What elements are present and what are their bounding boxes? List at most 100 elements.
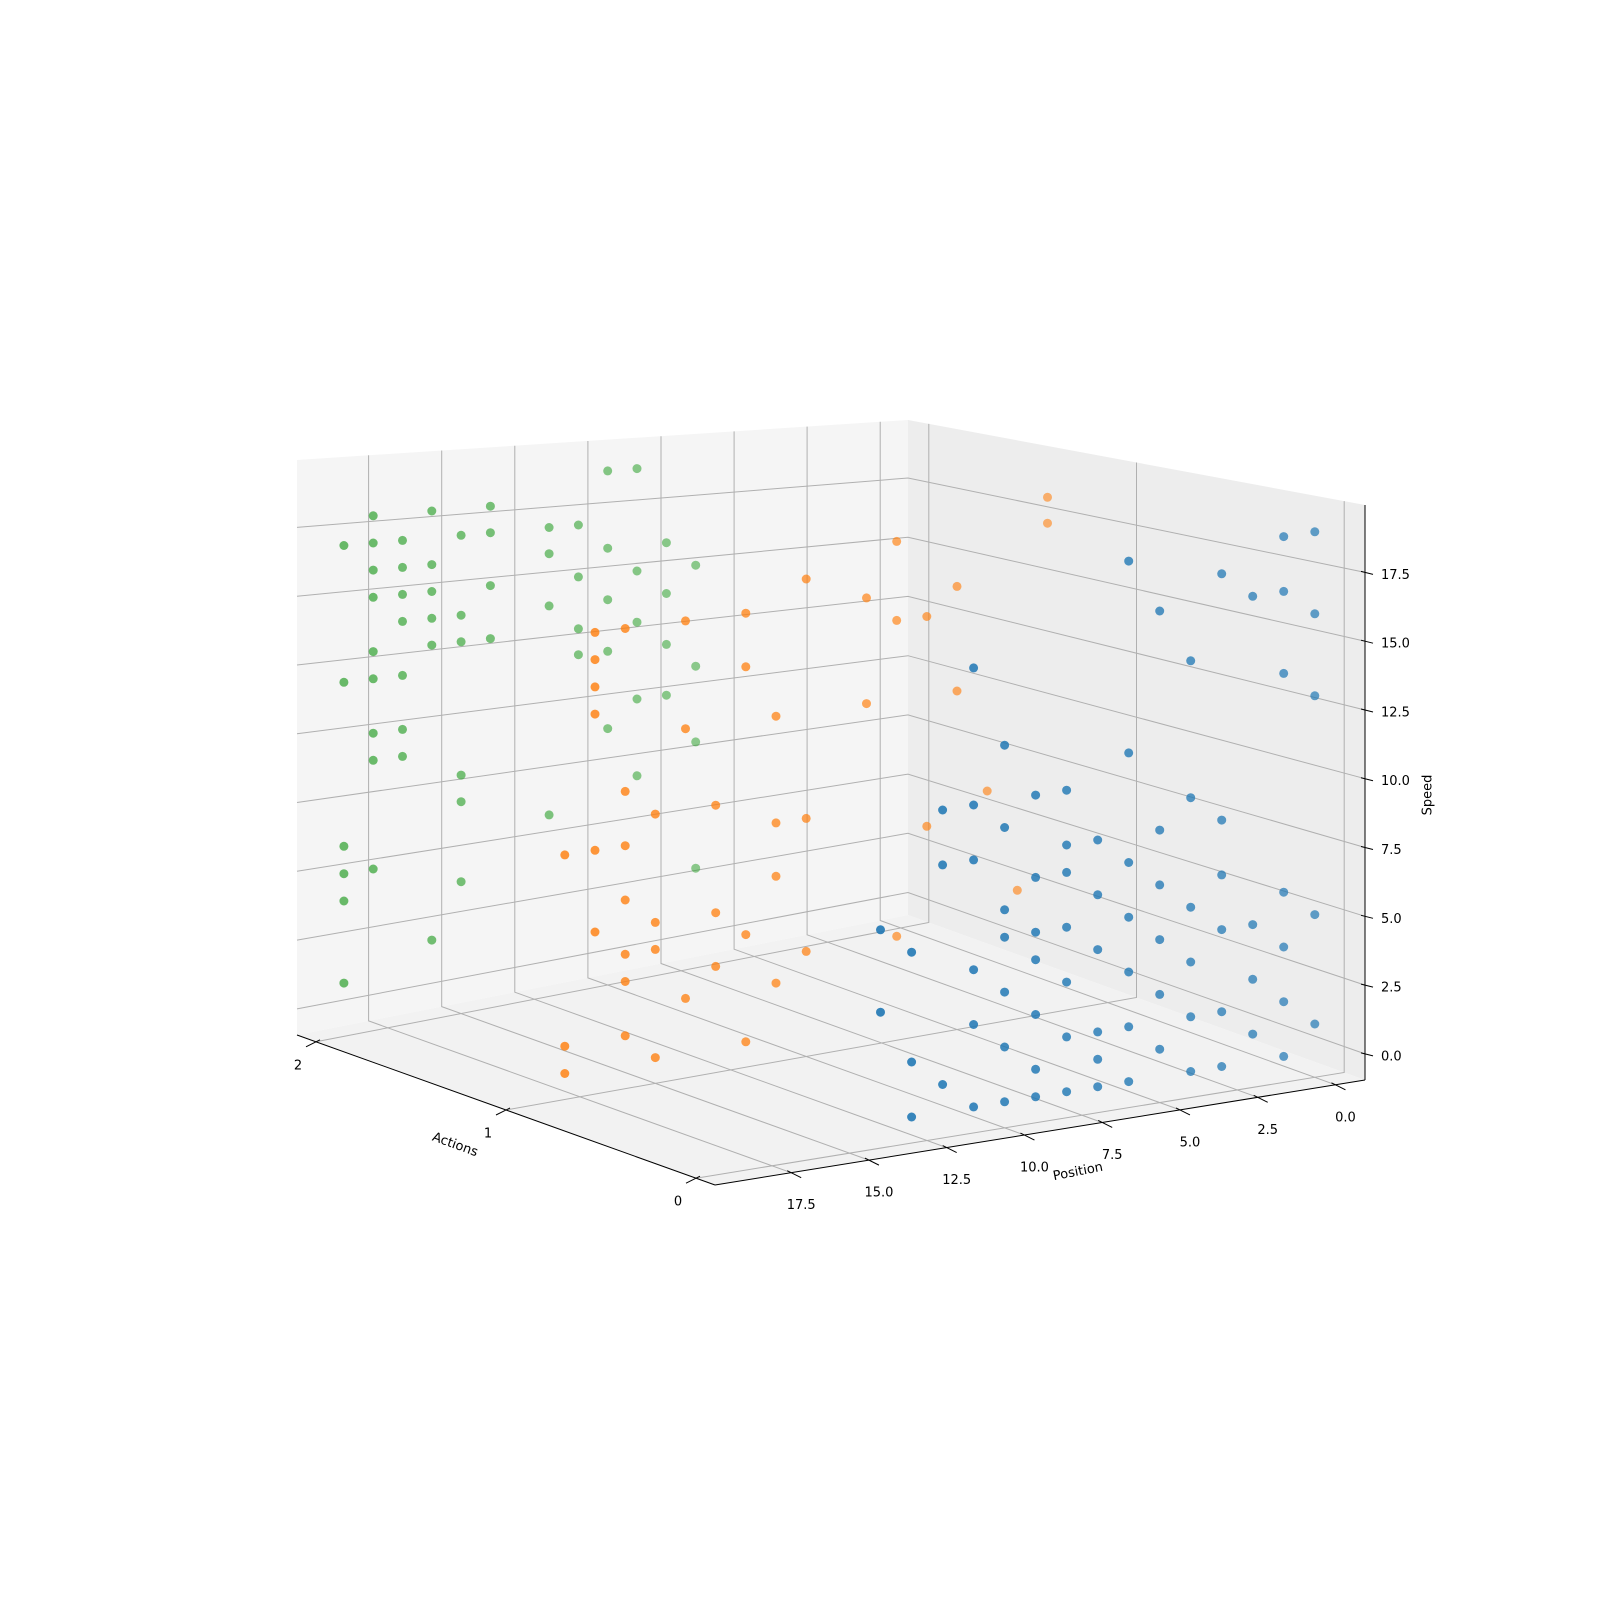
grid-line bbox=[806, 426, 1258, 1098]
point bbox=[691, 737, 701, 747]
point bbox=[952, 686, 962, 696]
point bbox=[398, 589, 407, 599]
point bbox=[876, 1007, 885, 1017]
point bbox=[907, 947, 917, 957]
grid-line bbox=[296, 595, 1366, 711]
z-tick-label: 12.5 bbox=[1381, 705, 1410, 720]
point bbox=[741, 1037, 751, 1047]
point bbox=[1279, 1051, 1289, 1061]
grid bbox=[296, 421, 1366, 1179]
point bbox=[398, 724, 407, 734]
point bbox=[1124, 748, 1134, 758]
point bbox=[485, 634, 495, 644]
point bbox=[1217, 1062, 1227, 1071]
point bbox=[1124, 858, 1134, 867]
point bbox=[590, 709, 600, 719]
point bbox=[1124, 912, 1134, 922]
z-tick-label: 10.0 bbox=[1381, 774, 1410, 789]
point bbox=[368, 728, 378, 738]
point bbox=[1248, 1029, 1258, 1039]
point bbox=[1186, 1012, 1196, 1022]
grid-line bbox=[368, 455, 792, 1174]
point bbox=[1093, 890, 1103, 900]
y-tick bbox=[942, 1145, 957, 1154]
point bbox=[1062, 867, 1072, 877]
point bbox=[801, 946, 811, 956]
point bbox=[456, 530, 466, 540]
point bbox=[560, 1069, 570, 1078]
grid-line bbox=[505, 462, 1137, 1111]
point bbox=[1000, 905, 1010, 915]
point bbox=[544, 601, 554, 611]
point bbox=[398, 535, 407, 545]
point bbox=[620, 949, 630, 959]
point bbox=[1186, 1067, 1196, 1076]
point bbox=[1062, 1087, 1072, 1097]
z-tick-label: 0.0 bbox=[1381, 1049, 1402, 1064]
point bbox=[661, 589, 671, 598]
point bbox=[1217, 925, 1227, 935]
z-tick bbox=[1360, 708, 1374, 713]
points bbox=[339, 464, 1320, 1122]
point bbox=[1124, 1077, 1134, 1087]
point bbox=[632, 694, 642, 704]
point bbox=[368, 592, 378, 602]
point bbox=[892, 931, 902, 941]
point bbox=[620, 624, 630, 633]
point bbox=[741, 608, 751, 618]
point bbox=[1093, 945, 1103, 955]
point bbox=[1062, 922, 1072, 932]
z-tick bbox=[1360, 1052, 1374, 1057]
point bbox=[398, 751, 407, 761]
grid-line bbox=[879, 421, 1336, 1086]
point bbox=[771, 818, 781, 828]
point bbox=[1062, 977, 1072, 987]
point bbox=[1124, 1022, 1134, 1032]
point bbox=[1031, 955, 1041, 965]
point bbox=[632, 464, 642, 474]
point bbox=[952, 581, 962, 591]
point bbox=[862, 699, 871, 709]
grid-line bbox=[296, 891, 1366, 1055]
point bbox=[1000, 987, 1010, 997]
point bbox=[1155, 989, 1165, 999]
point bbox=[339, 869, 349, 879]
point bbox=[1043, 518, 1052, 528]
point bbox=[603, 543, 613, 553]
point bbox=[427, 640, 437, 650]
point bbox=[1155, 1044, 1165, 1054]
grid-line bbox=[296, 655, 1366, 780]
point bbox=[398, 670, 407, 680]
point bbox=[661, 690, 671, 700]
point bbox=[691, 661, 701, 671]
y-tick-label: 10.0 bbox=[1020, 1161, 1049, 1176]
point bbox=[620, 786, 630, 796]
point bbox=[368, 674, 378, 684]
point bbox=[969, 965, 979, 975]
y-tick-label: 17.5 bbox=[787, 1198, 816, 1213]
y-tick bbox=[1175, 1107, 1191, 1116]
point bbox=[982, 786, 992, 796]
point bbox=[969, 663, 979, 673]
point bbox=[771, 711, 781, 721]
point bbox=[1310, 609, 1320, 619]
point bbox=[969, 855, 979, 865]
point bbox=[1279, 942, 1289, 952]
point bbox=[1279, 532, 1289, 542]
z-tick bbox=[1360, 846, 1374, 851]
point bbox=[573, 572, 583, 582]
point bbox=[368, 647, 378, 657]
point bbox=[590, 845, 600, 855]
x-tick bbox=[305, 1039, 321, 1048]
point bbox=[1310, 691, 1320, 701]
z-tick-label: 15.0 bbox=[1381, 637, 1410, 652]
point bbox=[969, 800, 979, 810]
point bbox=[922, 612, 932, 621]
point bbox=[1000, 1042, 1010, 1052]
z-tick bbox=[1360, 777, 1374, 782]
y-tick bbox=[786, 1170, 802, 1179]
point bbox=[1031, 1010, 1041, 1019]
point bbox=[573, 624, 583, 634]
point bbox=[938, 805, 948, 815]
